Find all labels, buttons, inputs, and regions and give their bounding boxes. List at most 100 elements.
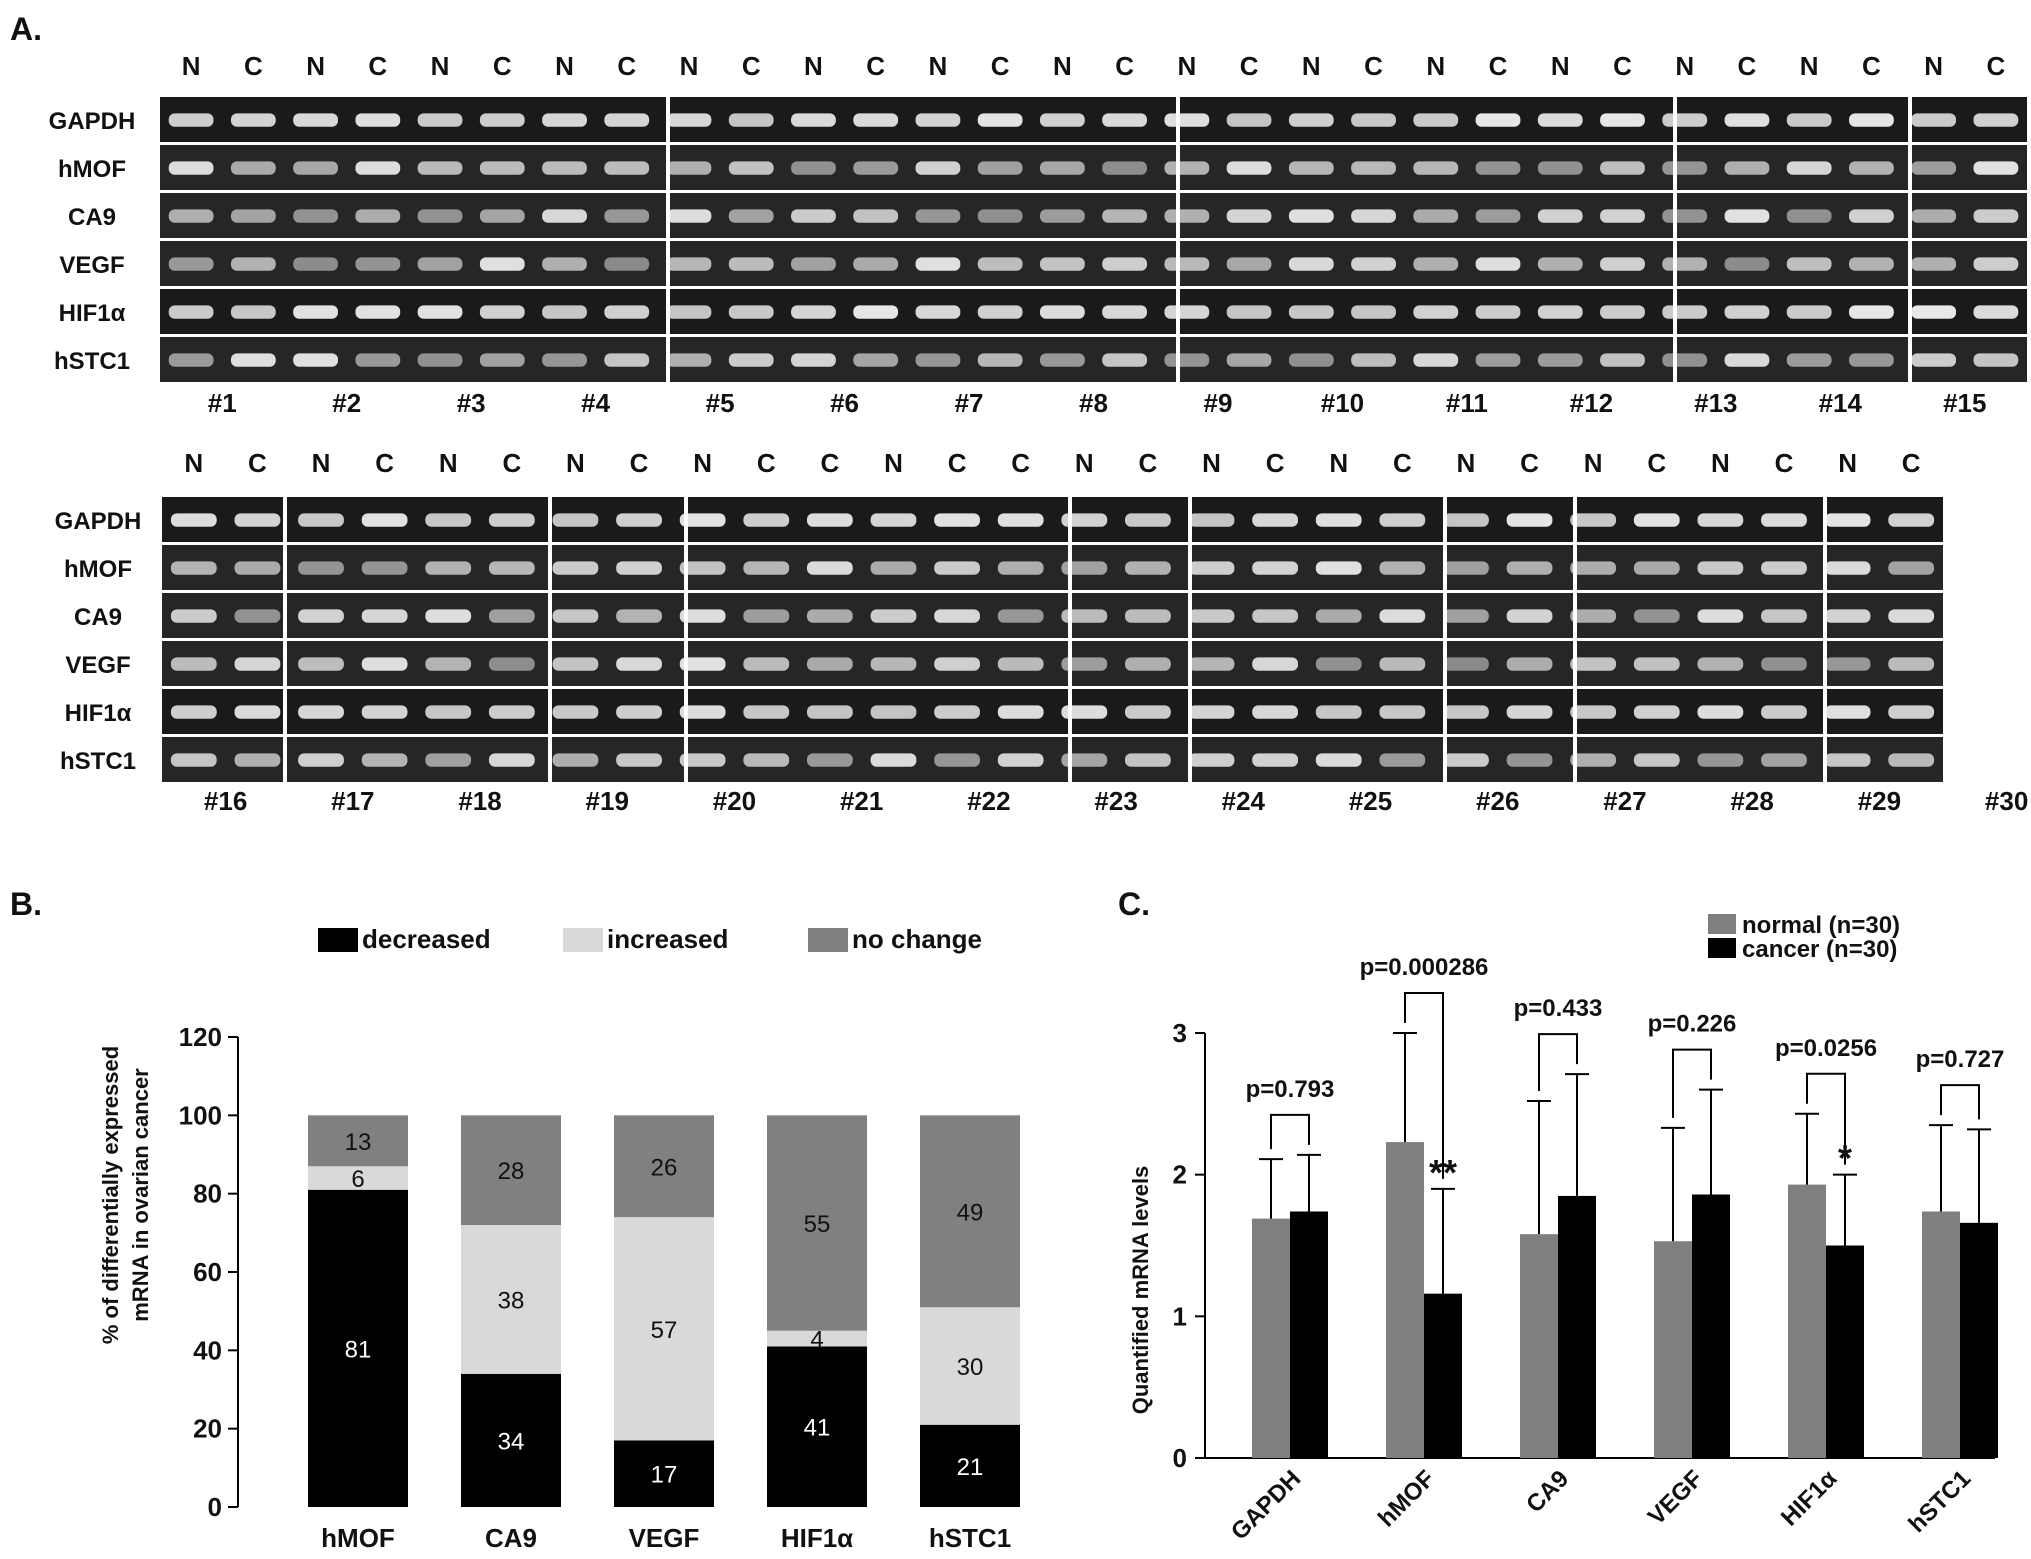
gel-band [361, 561, 408, 575]
gel-band [1600, 209, 1645, 223]
gel-band [1888, 561, 1935, 575]
gel-band [853, 257, 899, 271]
gel-band [1570, 561, 1617, 575]
gel-band [293, 209, 338, 223]
data-label: 17 [651, 1462, 678, 1489]
gene-label: HIF1α [59, 300, 126, 327]
gel-band [1164, 305, 1210, 319]
gel-band [1315, 657, 1362, 671]
lane-label: C [1902, 448, 1921, 478]
x-category-label: VEGF [629, 1523, 700, 1553]
gel-band [1600, 113, 1645, 127]
p-value-label: p=0.0256 [1775, 1035, 1877, 1062]
lane-label: N [1202, 448, 1221, 478]
gel-band [1911, 353, 1957, 367]
sample-label: #20 [713, 786, 756, 816]
gel-band [1761, 609, 1807, 623]
gel-band [1188, 705, 1235, 719]
significance-marker: ** [1429, 1152, 1457, 1193]
sample-label: #1 [208, 388, 237, 418]
gel-band [1413, 353, 1459, 367]
data-label: 26 [651, 1154, 678, 1181]
gel-band [1911, 305, 1957, 319]
x-category-label: CA9 [485, 1523, 537, 1553]
gel-band [997, 753, 1044, 767]
gel-band [479, 113, 525, 127]
sample-label: #2 [332, 388, 361, 418]
gel-band [1973, 353, 2019, 367]
bar-normal [1520, 1234, 1558, 1458]
sample-label: #8 [1079, 388, 1108, 418]
gel-band [1786, 161, 1832, 175]
sample-label: #25 [1349, 786, 1392, 816]
gel-band [168, 209, 214, 223]
gel-band [1662, 209, 1708, 223]
gel-band [1443, 513, 1489, 527]
legend-label: decreased [362, 924, 491, 954]
gel-band [870, 513, 917, 527]
sample-label: #6 [830, 388, 859, 418]
gel-separator [1908, 95, 1912, 385]
gel-band [1102, 113, 1148, 127]
gel-band [1039, 353, 1085, 367]
gel-band [1973, 257, 2019, 271]
lane-label: N [1924, 51, 1943, 81]
gel-band [1475, 161, 1521, 175]
lane-label: C [1115, 51, 1134, 81]
gel-band [479, 257, 525, 271]
gel-band [234, 657, 281, 671]
lane-label: C [502, 448, 521, 478]
gel-band [425, 513, 472, 527]
gel-band [1537, 209, 1583, 223]
gel-band [1849, 305, 1894, 319]
gel-band [1288, 113, 1334, 127]
gel-band [1537, 257, 1583, 271]
sample-label: #4 [581, 388, 610, 418]
gel-band [616, 753, 662, 767]
lane-label: C [1986, 51, 2005, 81]
gel-band [1288, 305, 1334, 319]
gel-band [1475, 257, 1521, 271]
x-category-label: CA9 [1521, 1465, 1574, 1518]
lane-label: C [1266, 448, 1285, 478]
lane-label: C [1393, 448, 1412, 478]
gel-band [679, 609, 726, 623]
gel-band [234, 753, 281, 767]
gel-band [1888, 657, 1935, 671]
gel-band [542, 209, 587, 223]
gel-separator [1068, 495, 1072, 785]
bar-segment-increased [767, 1330, 867, 1347]
panel-b-label: B. [10, 886, 42, 922]
sample-label: #7 [955, 388, 984, 418]
gel-band [1102, 161, 1148, 175]
gel-band [1188, 753, 1235, 767]
gel-band [1125, 753, 1171, 767]
lane-label: N [306, 51, 325, 81]
gel-band [1288, 161, 1334, 175]
lane-label: C [248, 448, 267, 478]
gel-band [806, 753, 853, 767]
sample-label: #18 [458, 786, 501, 816]
gel-band [1125, 609, 1171, 623]
gel-band [934, 513, 980, 527]
gel-band [542, 161, 587, 175]
panel-c-plot-area: 0 1 2 3 p=0.793 GAPDH p=0.000286 ** hMOF p=0.433 C… [1173, 912, 2005, 1546]
gel-band [1125, 657, 1171, 671]
gel-band [1061, 657, 1108, 671]
gel-band [168, 161, 214, 175]
sample-label: #12 [1570, 388, 1613, 418]
gel-separator [1573, 495, 1577, 785]
gel-band [1600, 353, 1645, 367]
gel-band [417, 353, 463, 367]
gel-band [1125, 513, 1171, 527]
bar-segment-no-change [461, 1115, 561, 1225]
gel-band [1413, 161, 1459, 175]
gel-band [1379, 657, 1426, 671]
gel-band [1633, 657, 1680, 671]
gel-band [604, 161, 650, 175]
gel-band [1662, 161, 1708, 175]
sample-label: #9 [1204, 388, 1233, 418]
lane-label: N [1838, 448, 1857, 478]
lane-label: N [1053, 51, 1072, 81]
gel-band [1724, 113, 1770, 127]
